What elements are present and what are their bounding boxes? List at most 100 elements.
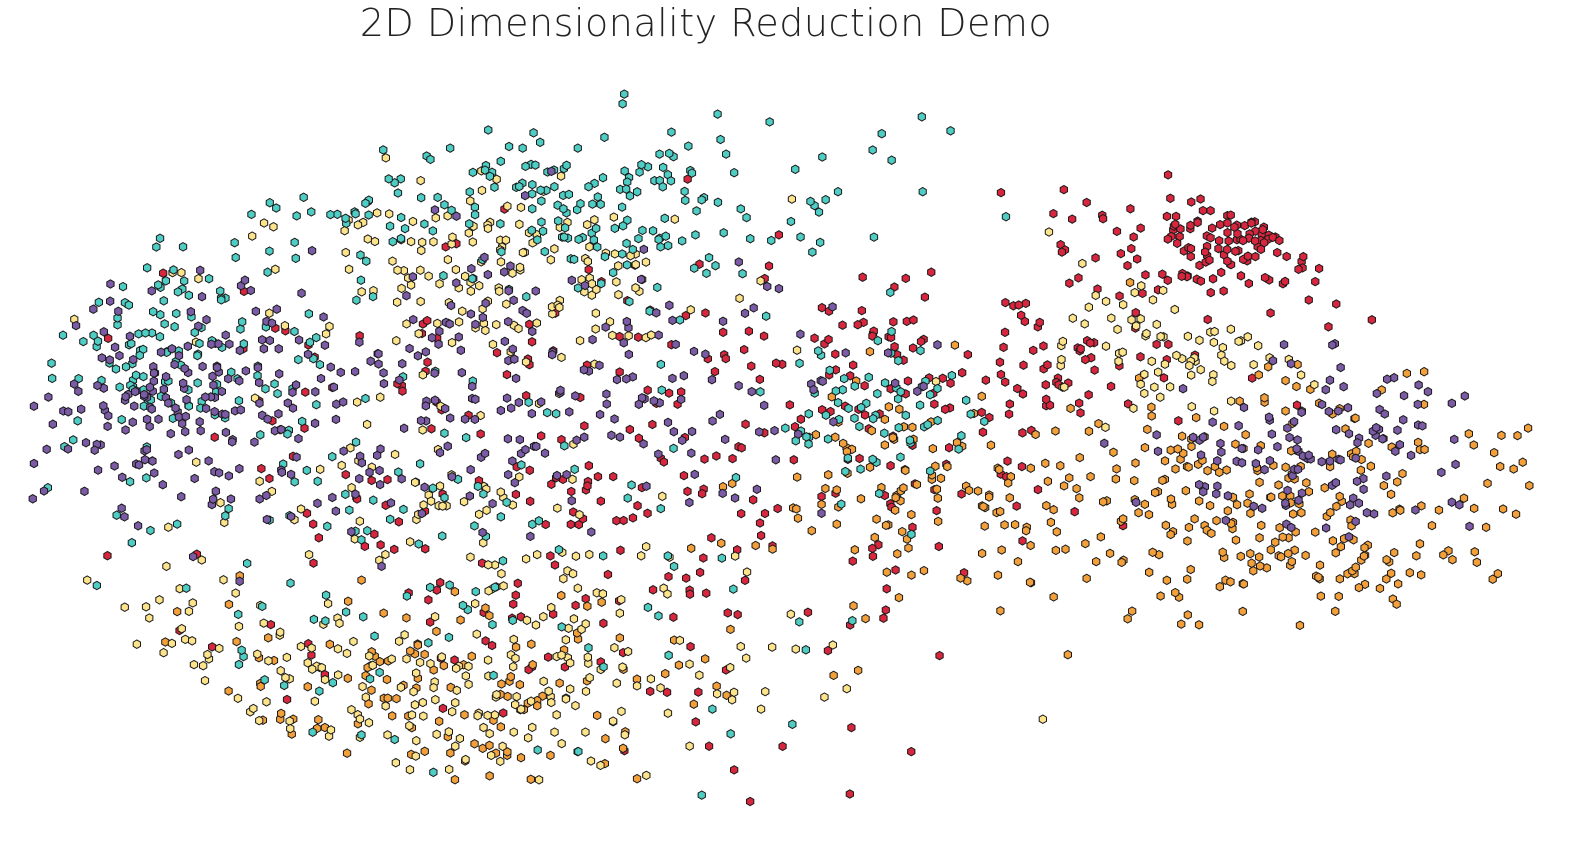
data-point-class-3 <box>396 233 406 244</box>
data-point-class-1 <box>829 670 838 681</box>
data-point-class-1 <box>173 606 182 617</box>
data-point-class-4 <box>374 359 383 369</box>
data-point-class-4 <box>502 393 512 403</box>
data-point-class-2 <box>516 202 526 213</box>
data-point-class-4 <box>1267 429 1276 439</box>
data-point-class-4 <box>114 306 123 317</box>
data-point-class-0 <box>879 613 888 623</box>
data-point-class-4 <box>774 283 784 294</box>
data-point-class-2 <box>280 320 289 331</box>
data-point-class-0 <box>1005 399 1014 409</box>
data-point-class-2 <box>1142 328 1151 339</box>
data-point-class-4 <box>504 469 513 480</box>
data-point-class-3 <box>521 161 530 172</box>
data-point-class-1 <box>555 678 564 688</box>
data-point-class-3 <box>564 189 573 200</box>
data-point-class-0 <box>547 479 556 490</box>
data-point-class-1 <box>977 391 986 402</box>
data-point-class-4 <box>70 379 79 389</box>
data-point-class-2 <box>575 335 585 346</box>
data-point-class-3 <box>569 254 579 265</box>
data-point-class-1 <box>1281 462 1290 472</box>
data-point-class-3 <box>887 155 896 165</box>
data-point-class-3 <box>433 192 442 203</box>
data-point-class-0 <box>599 618 608 629</box>
data-point-class-3 <box>270 379 279 389</box>
data-point-class-2 <box>583 256 592 267</box>
data-point-class-4 <box>1317 456 1326 467</box>
data-point-class-2 <box>1210 326 1219 337</box>
data-point-class-2 <box>1084 302 1093 312</box>
data-point-class-1 <box>963 576 972 586</box>
data-point-class-2 <box>591 308 600 318</box>
data-point-class-0 <box>1201 247 1210 257</box>
data-point-class-3 <box>113 313 122 323</box>
data-point-class-1 <box>1072 483 1081 494</box>
data-point-class-3 <box>161 276 170 286</box>
data-point-class-3 <box>447 205 456 216</box>
data-point-class-1 <box>1128 606 1137 616</box>
data-point-class-3 <box>918 186 927 197</box>
data-point-class-2 <box>547 602 556 613</box>
data-point-class-0 <box>1098 213 1108 224</box>
data-point-class-4 <box>93 465 103 475</box>
data-point-class-2 <box>1156 392 1165 402</box>
data-point-class-0 <box>1177 271 1186 282</box>
data-point-class-0 <box>785 400 794 410</box>
data-point-class-1 <box>943 461 952 472</box>
data-point-class-2 <box>531 620 541 630</box>
data-point-class-0 <box>476 429 485 439</box>
data-point-class-4 <box>398 358 407 369</box>
data-point-class-4 <box>579 365 589 375</box>
data-point-class-0 <box>1236 271 1246 281</box>
data-point-class-4 <box>470 414 479 425</box>
data-point-class-1 <box>1148 547 1157 558</box>
data-point-class-0 <box>1256 244 1266 255</box>
data-point-class-0 <box>945 442 954 453</box>
data-point-class-3 <box>112 510 121 520</box>
data-point-class-2 <box>461 271 470 282</box>
data-point-class-3 <box>216 286 225 296</box>
data-point-class-4 <box>1293 464 1303 475</box>
data-point-class-3 <box>323 521 332 532</box>
data-point-class-3 <box>465 187 474 197</box>
data-point-class-3 <box>490 182 499 192</box>
data-point-class-4 <box>1322 523 1331 533</box>
data-point-class-2 <box>410 700 420 710</box>
data-point-class-2 <box>393 265 402 275</box>
data-point-class-2 <box>337 460 346 471</box>
data-point-class-1 <box>1334 591 1343 602</box>
data-point-class-2 <box>396 682 405 693</box>
data-point-class-3 <box>664 650 673 661</box>
data-point-class-3 <box>634 233 643 244</box>
data-point-class-4 <box>212 362 222 373</box>
data-point-class-1 <box>950 340 959 350</box>
data-point-class-0 <box>932 505 941 516</box>
data-point-class-4 <box>610 414 619 424</box>
data-point-class-1 <box>597 597 606 607</box>
data-point-class-2 <box>303 658 312 668</box>
data-point-class-2 <box>631 283 640 293</box>
data-point-class-2 <box>452 663 461 674</box>
data-point-class-2 <box>381 701 390 711</box>
data-point-class-1 <box>901 465 910 476</box>
data-point-class-0 <box>1159 373 1169 383</box>
data-point-class-3 <box>396 174 405 184</box>
data-point-class-1 <box>1183 574 1192 584</box>
data-point-class-2 <box>321 329 331 339</box>
data-point-class-1 <box>867 425 876 436</box>
data-point-class-1 <box>1393 477 1402 487</box>
data-point-class-0 <box>1112 226 1122 237</box>
data-point-class-1 <box>1314 572 1323 582</box>
data-point-class-4 <box>510 477 519 488</box>
data-point-class-4 <box>639 439 648 449</box>
data-point-class-1 <box>1320 483 1329 493</box>
data-point-class-0 <box>978 427 988 437</box>
data-point-class-4 <box>454 332 463 342</box>
data-point-class-1 <box>1195 496 1204 506</box>
data-point-class-4 <box>215 468 224 478</box>
data-point-class-3 <box>342 607 351 617</box>
data-point-class-2 <box>417 245 426 256</box>
data-point-class-2 <box>414 328 423 339</box>
data-point-class-1 <box>1483 478 1492 489</box>
